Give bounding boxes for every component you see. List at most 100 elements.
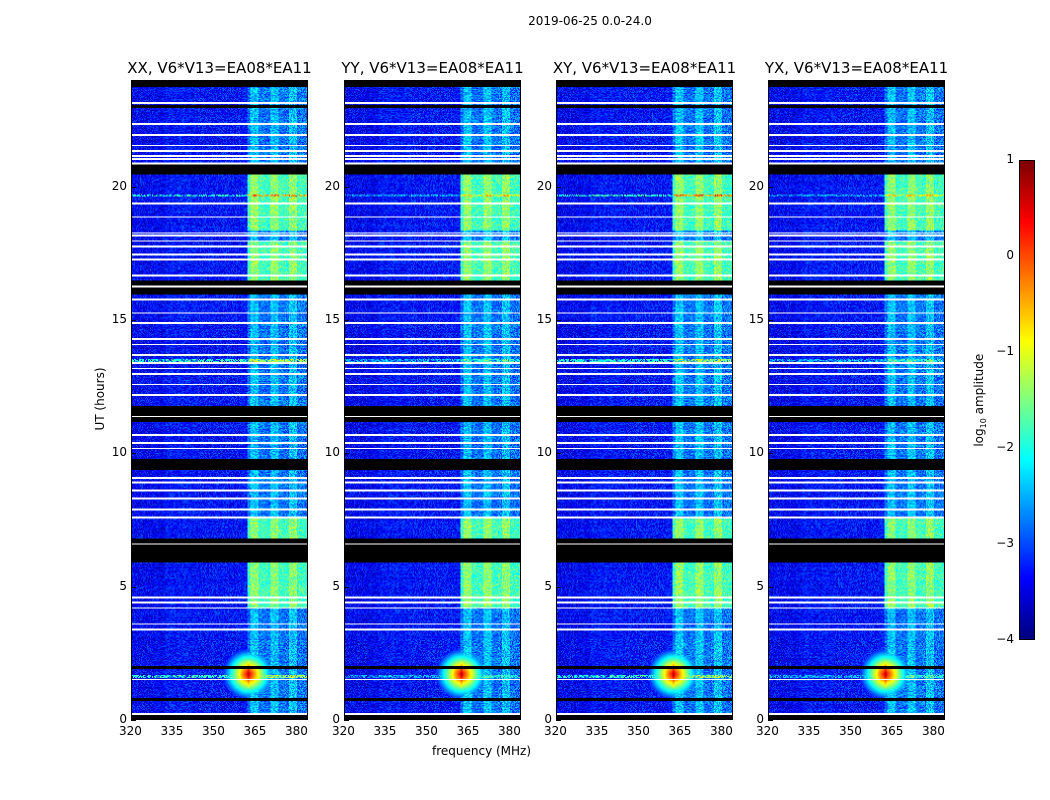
y-axis-label: UT (hours) xyxy=(93,367,107,431)
x-tick-label: 320 xyxy=(756,724,779,738)
x-tick-label: 365 xyxy=(668,724,692,738)
figure-title: 2019-06-25 0.0-24.0 xyxy=(528,14,652,28)
y-tick-label: 20 xyxy=(748,178,764,193)
x-tick-mark xyxy=(385,715,387,720)
y-tick-mark xyxy=(344,186,349,188)
colorbar xyxy=(1019,160,1035,640)
y-tick-label: 0 xyxy=(756,712,764,726)
y-tick-mark xyxy=(768,720,773,721)
x-tick-label: 350 xyxy=(201,724,225,738)
y-tick-mark xyxy=(556,720,561,721)
y-tick-mark xyxy=(556,453,561,455)
x-tick-mark xyxy=(344,715,345,720)
panel-title: YY, V6*V13=EA08*EA11 xyxy=(341,59,524,77)
heatmap-panel-2 xyxy=(344,80,521,720)
y-tick-label: 10 xyxy=(111,445,127,460)
y-tick-label: 5 xyxy=(756,578,764,593)
panel-title: YX, V6*V13=EA08*EA11 xyxy=(764,59,949,77)
x-tick-mark xyxy=(213,715,215,720)
y-tick-label: 0 xyxy=(119,712,127,726)
y-tick-mark xyxy=(131,320,136,321)
y-tick-label: 5 xyxy=(332,578,340,593)
x-tick-mark xyxy=(768,715,769,720)
x-tick-label: 335 xyxy=(797,724,821,738)
x-tick-label: 365 xyxy=(880,724,904,738)
colorbar-tick-label: 1 xyxy=(1006,152,1014,166)
y-tick-mark xyxy=(131,186,136,188)
x-tick-mark xyxy=(426,715,428,720)
y-tick-label: 5 xyxy=(544,578,552,593)
x-tick-mark xyxy=(721,715,723,720)
x-tick-label: 380 xyxy=(921,724,945,738)
y-tick-mark xyxy=(556,186,561,188)
panel-title: XX, V6*V13=EA08*EA11 xyxy=(127,59,312,77)
y-tick-mark xyxy=(556,320,561,321)
y-tick-mark xyxy=(344,453,349,455)
x-tick-mark xyxy=(597,715,599,720)
x-tick-label: 320 xyxy=(119,724,142,738)
x-tick-label: 335 xyxy=(373,724,397,738)
y-tick-label: 20 xyxy=(111,178,127,193)
x-tick-label: 365 xyxy=(456,724,480,738)
x-tick-mark xyxy=(131,715,132,720)
colorbar-tick-label: 0 xyxy=(1006,248,1014,262)
heatmap-image xyxy=(557,81,732,719)
colorbar-label: log10 amplitude xyxy=(971,353,989,447)
y-tick-label: 10 xyxy=(748,445,764,460)
y-tick-label: 15 xyxy=(324,312,340,326)
heatmap-panel-3 xyxy=(556,80,733,720)
x-tick-mark xyxy=(172,715,174,720)
y-tick-mark xyxy=(556,586,561,588)
x-tick-label: 380 xyxy=(497,724,521,738)
y-tick-label: 0 xyxy=(544,712,552,726)
colorbar-tick-label: −2 xyxy=(996,440,1014,454)
x-tick-mark xyxy=(892,715,894,720)
y-tick-mark xyxy=(768,186,773,188)
x-tick-mark xyxy=(296,715,298,720)
x-tick-mark xyxy=(255,715,257,720)
y-tick-mark xyxy=(344,720,349,721)
heatmap-image xyxy=(345,81,520,719)
x-axis-label: frequency (MHz) xyxy=(432,744,532,758)
x-tick-mark xyxy=(638,715,640,720)
y-tick-mark xyxy=(768,586,773,588)
y-tick-mark xyxy=(131,720,136,721)
x-tick-mark xyxy=(468,715,470,720)
y-tick-mark xyxy=(131,453,136,455)
y-tick-label: 5 xyxy=(119,578,127,593)
y-tick-label: 10 xyxy=(324,445,340,460)
y-tick-mark xyxy=(131,586,136,588)
y-tick-mark xyxy=(344,320,349,321)
y-tick-label: 0 xyxy=(332,712,340,726)
y-tick-label: 15 xyxy=(111,312,127,326)
x-tick-label: 365 xyxy=(243,724,267,738)
y-tick-label: 15 xyxy=(536,312,552,326)
x-tick-label: 320 xyxy=(332,724,355,738)
x-tick-mark xyxy=(850,715,852,720)
x-tick-label: 380 xyxy=(284,724,308,738)
x-tick-label: 380 xyxy=(709,724,733,738)
y-tick-mark xyxy=(344,586,349,588)
heatmap-panel-1 xyxy=(131,80,308,720)
x-tick-mark xyxy=(933,715,935,720)
y-tick-mark xyxy=(768,320,773,321)
y-tick-label: 20 xyxy=(536,178,552,193)
y-tick-label: 10 xyxy=(536,445,552,460)
colorbar-tick-label: −3 xyxy=(996,536,1014,550)
colorbar-tick-label: −1 xyxy=(996,344,1014,358)
y-tick-label: 15 xyxy=(748,312,764,326)
x-tick-label: 335 xyxy=(585,724,609,738)
x-tick-label: 350 xyxy=(414,724,438,738)
y-tick-mark xyxy=(768,453,773,455)
x-tick-mark xyxy=(509,715,511,720)
x-tick-label: 350 xyxy=(838,724,862,738)
x-tick-label: 350 xyxy=(626,724,650,738)
x-tick-label: 335 xyxy=(160,724,184,738)
colorbar-tick-label: −4 xyxy=(996,632,1014,646)
x-tick-label: 320 xyxy=(544,724,567,738)
heatmap-image xyxy=(769,81,944,719)
heatmap-image xyxy=(132,81,307,719)
y-tick-label: 20 xyxy=(324,178,340,193)
heatmap-panel-4 xyxy=(768,80,945,720)
x-tick-mark xyxy=(680,715,682,720)
